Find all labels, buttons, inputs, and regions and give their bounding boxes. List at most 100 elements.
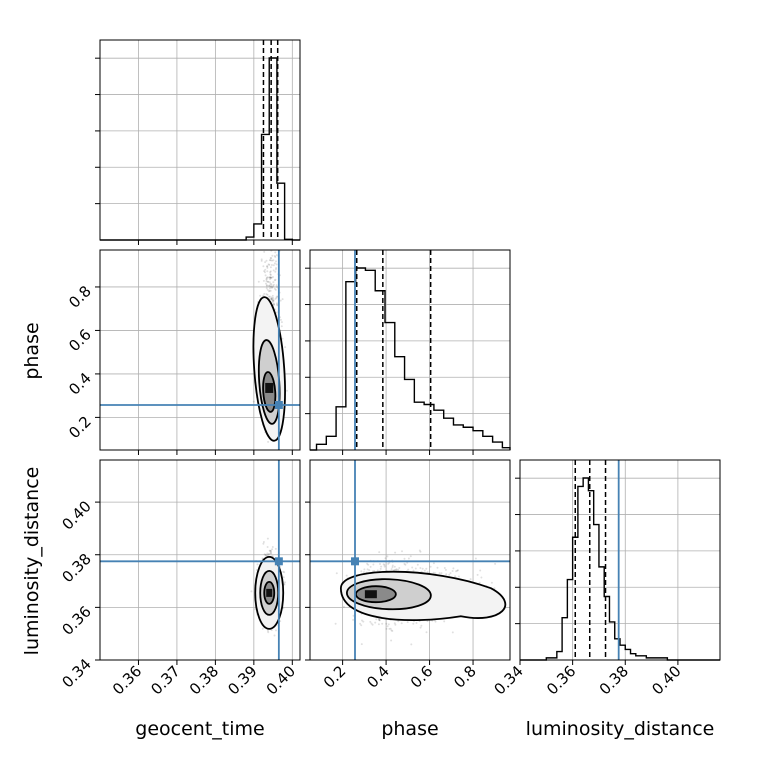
- sample-point: [272, 299, 275, 301]
- sample-point: [268, 276, 271, 279]
- sample-point: [271, 254, 274, 257]
- sample-point: [266, 280, 269, 283]
- sample-point: [276, 286, 279, 288]
- sample-point: [406, 561, 409, 564]
- sample-point: [269, 550, 272, 553]
- sample-point: [400, 622, 403, 625]
- sample-point: [272, 299, 274, 302]
- sample-point: [267, 280, 270, 283]
- sample-point: [268, 284, 271, 287]
- sample-point: [469, 578, 472, 581]
- sample-point: [410, 643, 413, 646]
- sample-point: [270, 283, 273, 286]
- sample-point: [386, 625, 389, 628]
- sample-point: [412, 622, 415, 625]
- sample-point: [272, 259, 275, 262]
- sample-point: [378, 618, 381, 621]
- xlabel-phase: phase: [381, 718, 438, 740]
- sample-point: [269, 552, 272, 555]
- x-tick-label: 0.6: [407, 662, 437, 692]
- y-tick-label: 0.38: [58, 550, 94, 586]
- sample-point: [406, 621, 409, 624]
- sample-point: [397, 568, 400, 571]
- sample-point: [269, 283, 272, 285]
- sample-point: [388, 627, 391, 630]
- sample-point: [379, 563, 381, 565]
- sample-point: [262, 542, 265, 545]
- ylabel-luminosity-distance: luminosity_distance: [21, 467, 43, 656]
- sample-point: [388, 561, 391, 564]
- sample-point: [271, 548, 274, 551]
- sample-point: [391, 564, 394, 567]
- sample-point: [274, 288, 277, 291]
- panel-frame: [519, 459, 721, 661]
- sample-point: [366, 562, 369, 565]
- sample-point: [265, 287, 268, 290]
- sample-point: [279, 318, 282, 321]
- sample-point: [448, 573, 451, 576]
- sample-point: [440, 572, 443, 575]
- sample-point: [282, 576, 285, 579]
- x-tick-label: 0.40: [263, 662, 299, 698]
- sample-point: [270, 264, 273, 266]
- sample-point: [385, 622, 388, 625]
- sample-point: [269, 289, 272, 292]
- sample-point: [373, 570, 376, 572]
- sample-point: [264, 268, 267, 271]
- sample-point: [266, 537, 269, 540]
- sample-point: [265, 282, 267, 285]
- sample-point: [264, 554, 267, 556]
- sample-point: [269, 259, 272, 262]
- sample-point: [391, 630, 394, 632]
- sample-point: [352, 614, 355, 617]
- sample-point: [281, 298, 284, 301]
- sample-point: [271, 300, 274, 303]
- sample-point: [407, 568, 410, 571]
- truth-marker: [351, 557, 359, 566]
- sample-point: [493, 587, 496, 590]
- sample-point: [272, 284, 275, 287]
- xlabel-luminosity-distance: luminosity_distance: [526, 718, 715, 740]
- sample-point: [266, 276, 269, 279]
- sample-point: [360, 570, 363, 573]
- sample-point: [270, 276, 272, 279]
- sample-point: [275, 263, 278, 266]
- sample-point: [352, 618, 355, 621]
- sample-point: [383, 564, 386, 567]
- sample-point: [266, 265, 269, 268]
- sample-point: [398, 567, 401, 569]
- sample-point: [264, 554, 267, 557]
- y-tick-label: 0.8: [65, 282, 95, 312]
- sample-point: [269, 285, 272, 288]
- sample-point: [274, 268, 277, 271]
- sample-point: [269, 274, 272, 276]
- sample-point: [274, 278, 277, 281]
- sample-point: [269, 270, 272, 273]
- sample-point: [271, 546, 274, 548]
- sample-point: [476, 573, 479, 576]
- sample-point: [362, 620, 365, 623]
- sample-point: [264, 271, 266, 274]
- sample-point: [371, 623, 374, 626]
- sample-point: [268, 276, 271, 279]
- panel-frame: [99, 39, 301, 241]
- sample-point: [268, 290, 270, 293]
- sample-point: [268, 263, 271, 266]
- sample-point: [262, 265, 265, 268]
- sample-point: [283, 583, 286, 586]
- ylabel-phase: phase: [21, 322, 43, 379]
- sample-point: [260, 258, 263, 261]
- sample-point: [270, 285, 273, 287]
- panel-frame: [99, 249, 301, 451]
- sample-point: [268, 295, 271, 298]
- sample-point: [391, 566, 394, 569]
- sample-point: [273, 287, 276, 290]
- sample-point: [375, 618, 378, 621]
- sample-point: [268, 281, 271, 284]
- sample-point: [271, 294, 274, 297]
- sample-point: [425, 567, 428, 570]
- sample-point: [381, 622, 384, 625]
- sample-point: [490, 581, 493, 584]
- sample-point: [267, 553, 270, 556]
- sample-point: [257, 280, 260, 283]
